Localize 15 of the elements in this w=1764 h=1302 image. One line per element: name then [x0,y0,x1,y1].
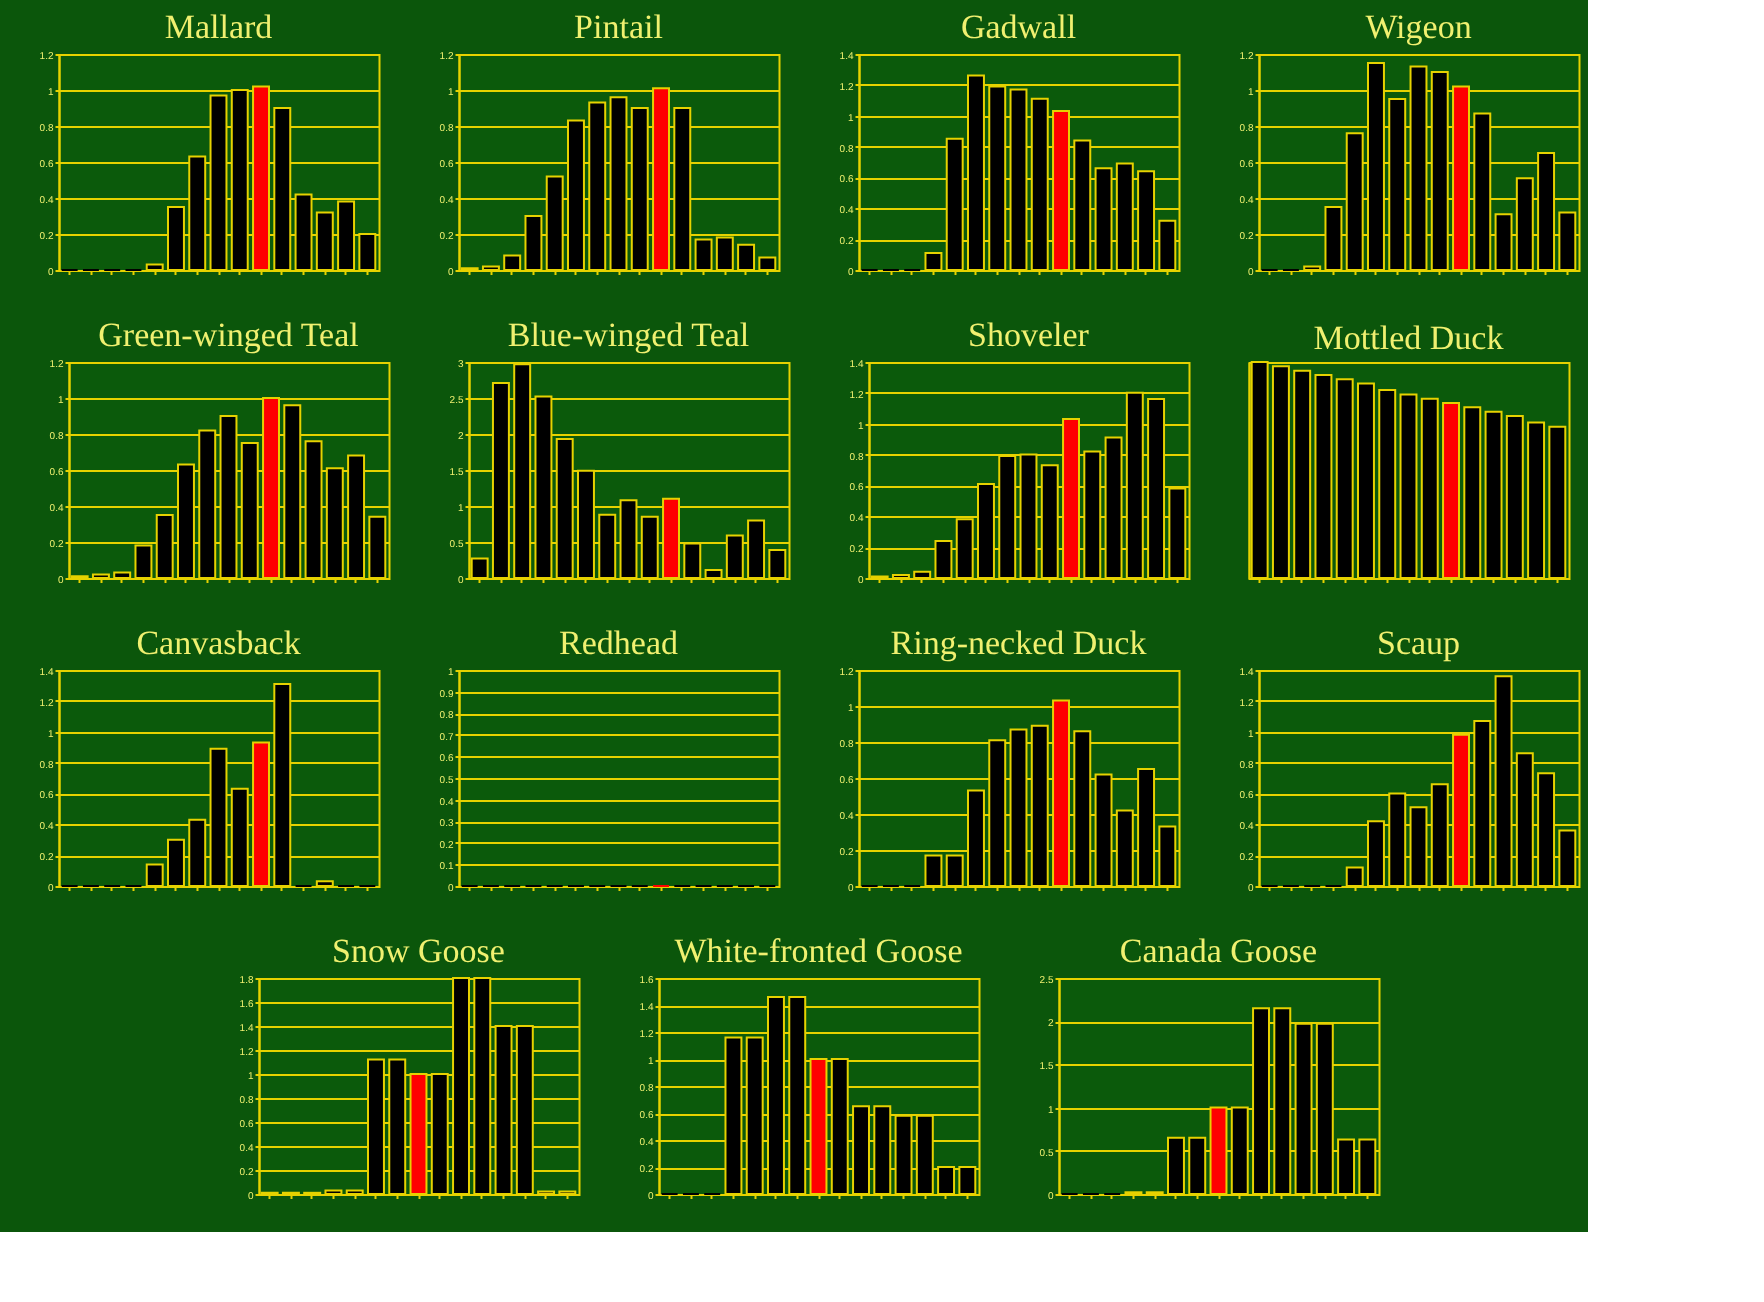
chart-title: Blue-winged Teal [507,316,750,354]
chart-title: Canada Goose [1119,932,1318,970]
chart-title: Pintail [574,8,664,46]
chart-title: Mottled Duck [1313,319,1505,357]
chart-title: Canvasback [136,624,302,662]
chart-title: Scaup [1376,624,1461,662]
chart-title: Shoveler [968,316,1090,354]
chart-title: Mallard [164,8,274,46]
chart-title: Snow Goose [332,932,505,970]
chart-title: Gadwall [960,8,1077,46]
chart-title: Ring-necked Duck [890,624,1148,662]
chart-title: Redhead [559,624,679,662]
chart-title: Green-winged Teal [98,316,360,354]
chart-title: White-fronted Goose [674,932,963,970]
chart-title: Wigeon [1365,8,1473,46]
